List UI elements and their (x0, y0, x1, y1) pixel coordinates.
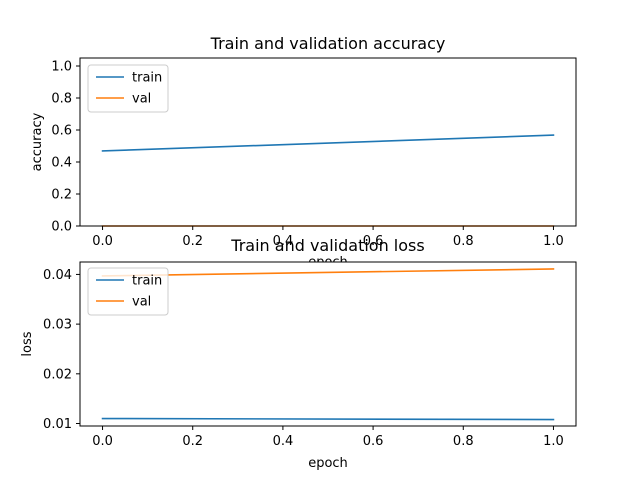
loss-axes-frame (79, 261, 577, 427)
accuracy-xtick-label: 1.0 (543, 234, 564, 249)
loss-chart-title: Train and validation loss (230, 236, 424, 255)
accuracy-ytick-label: 0.4 (51, 156, 72, 171)
loss-xtick-label: 0.4 (273, 434, 294, 449)
accuracy-legend: train val (87, 64, 169, 113)
loss-x-axis-label: epoch (308, 456, 348, 471)
accuracy-xtick-label: 0.4 (273, 234, 294, 249)
loss-y-axis-label: loss (20, 331, 35, 356)
accuracy-y-axis-label: accuracy (30, 112, 45, 171)
loss-ytick-label: 0.04 (43, 268, 72, 283)
loss-legend-label-val: val (132, 295, 151, 310)
loss-series-train (101, 417, 555, 421)
loss-series-val (101, 268, 555, 277)
loss-xtick-label: 0.0 (92, 434, 113, 449)
loss-legend-label-train: train (132, 274, 162, 289)
loss-ytick-label: 0.03 (43, 318, 72, 333)
accuracy-chart-title: Train and validation accuracy (210, 34, 446, 53)
accuracy-ytick-label: 1.0 (51, 60, 72, 75)
accuracy-xtick-label: 0.2 (182, 234, 203, 249)
loss-ytick-label: 0.01 (43, 417, 72, 432)
accuracy-legend-label-val: val (132, 92, 151, 107)
accuracy-ytick-label: 0.0 (51, 220, 72, 235)
loss-legend: train val (87, 267, 169, 316)
loss-xtick-label: 0.2 (182, 434, 203, 449)
loss-xtick-label: 1.0 (543, 434, 564, 449)
accuracy-ytick-label: 0.6 (51, 124, 72, 139)
accuracy-xtick-label: 0.8 (453, 234, 474, 249)
loss-ytick-label: 0.02 (43, 367, 72, 382)
loss-xtick-label: 0.8 (453, 434, 474, 449)
loss-chart: 0.0 0.2 0.4 0.6 0.8 1.0 0.01 0.02 0.03 0.04 epoch l… (20, 236, 577, 471)
accuracy-series-train (101, 134, 555, 152)
accuracy-axes-frame (79, 57, 577, 227)
accuracy-ytick-label: 0.2 (51, 188, 72, 203)
loss-xtick-label: 0.6 (363, 434, 384, 449)
accuracy-chart: 0.00.20.40.60.81.00.00.20.40.60.81.0epoc… (30, 34, 577, 270)
accuracy-legend-label-train: train (132, 71, 162, 86)
accuracy-ytick-label: 0.8 (51, 92, 72, 107)
accuracy-xtick-label: 0.0 (92, 234, 113, 249)
accuracy-xtick-label: 0.6 (363, 234, 384, 249)
